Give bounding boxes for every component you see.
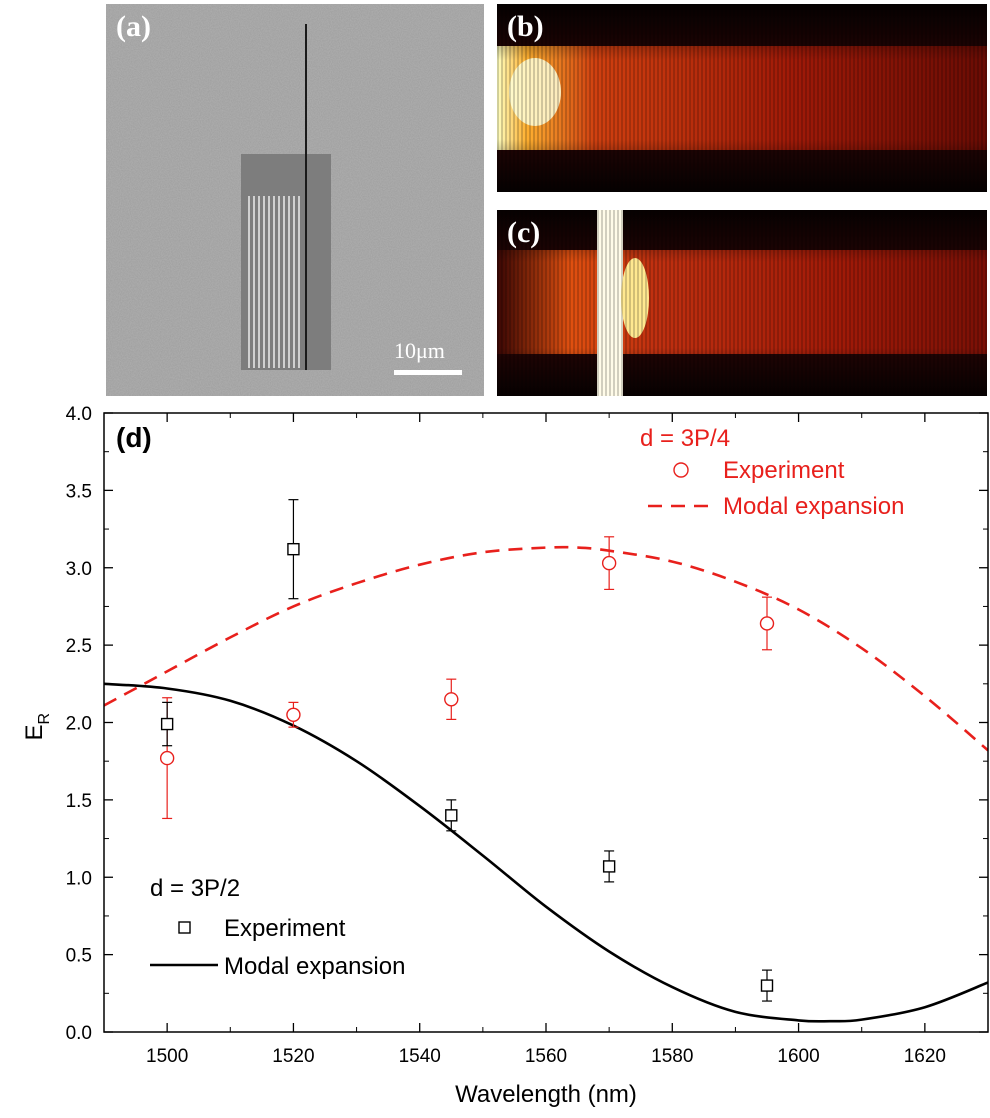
y-tick-label: 3.5 (66, 481, 92, 502)
error-bar (604, 536, 615, 591)
x-tick-label: 1540 (399, 1046, 441, 1067)
legend-experiment-red: Experiment (723, 457, 845, 484)
error-bar (288, 701, 299, 728)
error-bar (446, 799, 457, 832)
y-tick-label: 3.0 (66, 559, 92, 580)
panel-label-b: (b) (507, 10, 544, 43)
grating-lines (248, 196, 300, 368)
y-axis-label-main: E (21, 724, 48, 740)
error-bar (604, 850, 615, 883)
legend-circle-marker (673, 462, 689, 478)
error-bar (162, 701, 173, 747)
legend-title-black: d = 3P/2 (150, 875, 240, 902)
x-tick-label: 1600 (777, 1046, 819, 1067)
legend-model-black: Modal expansion (224, 953, 405, 980)
error-bar (288, 499, 299, 600)
y-tick-label: 1.0 (66, 868, 92, 889)
error-bar (162, 697, 173, 820)
model-curve-1 (104, 682, 988, 1023)
error-bar (762, 596, 772, 651)
data-point (760, 979, 774, 992)
panel-label-d: (d) (116, 422, 152, 453)
data-point (287, 542, 300, 556)
y-tick-label: 4.0 (66, 404, 92, 425)
plot-frame (103, 412, 989, 1033)
data-point (759, 616, 775, 631)
y-axis-label: ER (21, 713, 53, 741)
panel-label-c: (c) (507, 216, 541, 249)
data-point (445, 809, 458, 822)
y-axis-label-sub: R (36, 713, 53, 725)
data-point (602, 860, 616, 873)
y-tick-label: 2.0 (66, 714, 92, 735)
x-tick-label: 1500 (146, 1046, 188, 1067)
slit-line (305, 24, 307, 370)
scale-bar-label: 10μm (394, 338, 445, 363)
error-bar (762, 969, 772, 1002)
data-point (159, 750, 175, 766)
sem-micrograph (106, 4, 484, 396)
legend-model-red: Modal expansion (723, 493, 904, 520)
nearfield-image-b (497, 4, 987, 192)
error-bar (446, 678, 457, 721)
nearfield-panel-c: (c) (497, 210, 987, 396)
legend-square-marker (178, 921, 191, 934)
x-tick-label: 1520 (272, 1046, 314, 1067)
x-axis-label: Wavelength (nm) (455, 1081, 637, 1108)
legend-experiment-black: Experiment (224, 915, 346, 942)
nearfield-image-c (497, 210, 987, 396)
legend-title-red: d = 3P/4 (640, 425, 730, 452)
scale-bar (394, 370, 462, 375)
data-point (286, 707, 301, 722)
x-tick-label: 1560 (525, 1046, 567, 1067)
x-tick-label: 1620 (904, 1046, 946, 1067)
grating-pad (241, 154, 331, 370)
y-tick-label: 0.5 (66, 946, 92, 967)
x-tick-label: 1580 (651, 1046, 693, 1067)
nearfield-panel-b: (b) (497, 4, 987, 192)
y-tick-label: 1.5 (66, 791, 92, 812)
data-point (444, 692, 459, 707)
data-point (160, 717, 174, 731)
y-tick-label: 2.5 (66, 636, 92, 657)
data-point (601, 555, 617, 571)
y-tick-label: 0.0 (66, 1023, 92, 1044)
sem-image-panel: (a) 10μm (106, 4, 484, 396)
model-curve-0 (104, 545, 988, 752)
panel-label-a: (a) (116, 10, 151, 43)
